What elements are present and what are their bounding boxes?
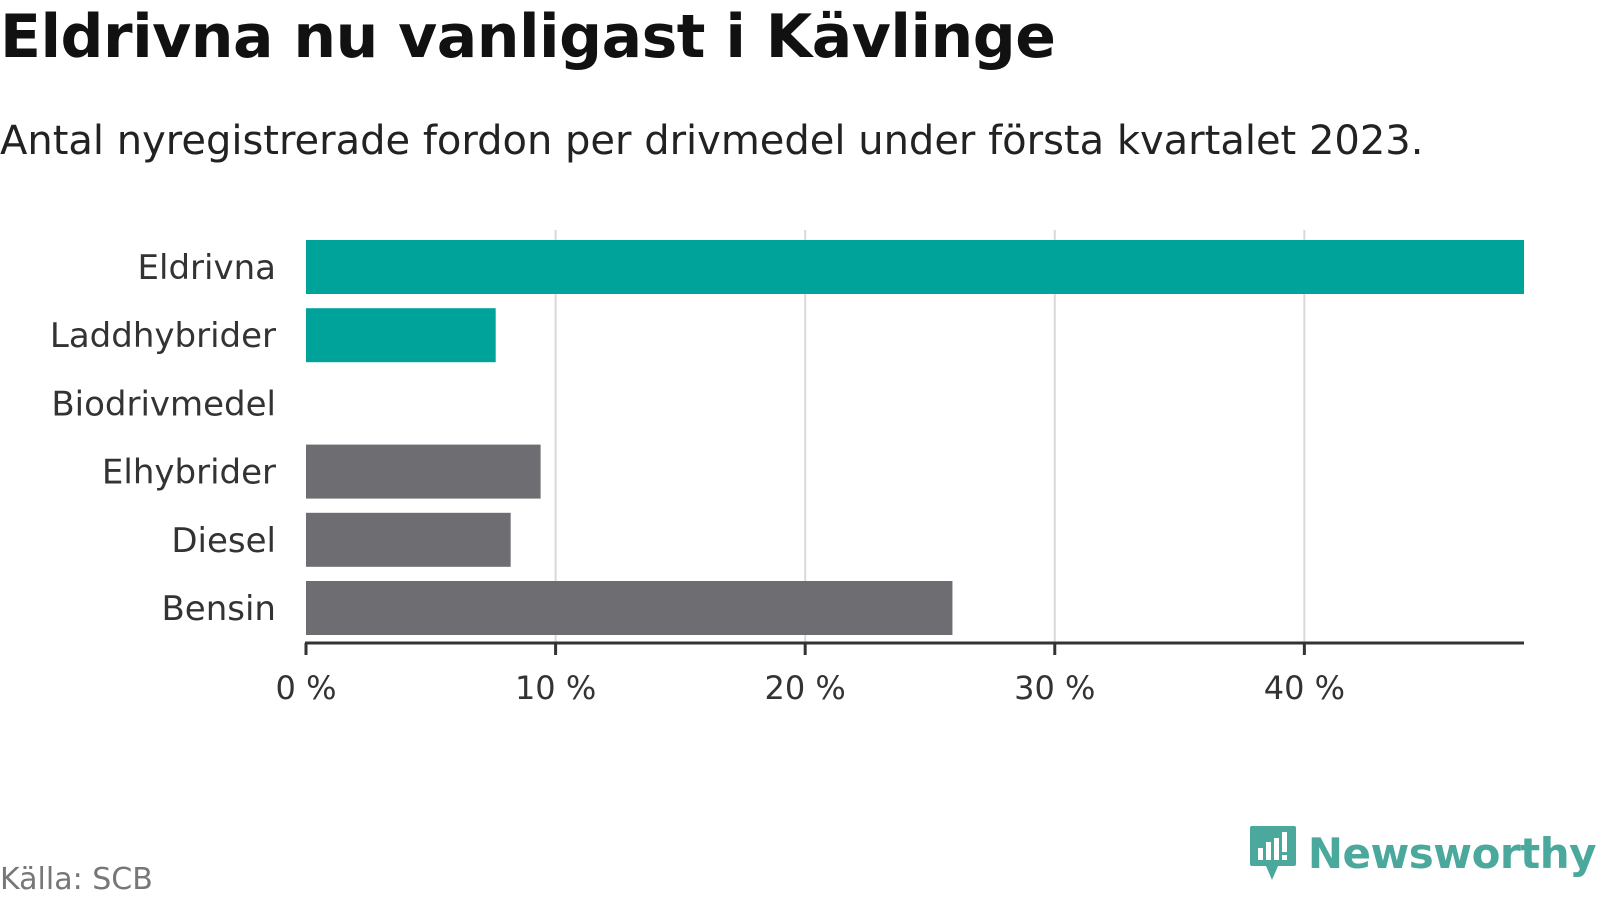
category-label-biodrivmedel: Biodrivmedel xyxy=(51,384,276,424)
bar-eldrivna xyxy=(306,240,1524,294)
x-axis: 0 % 10 % 20 % 30 % 40 % xyxy=(276,641,1524,707)
source-note: Källa: SCB xyxy=(0,862,153,897)
bar-elhybrider xyxy=(306,444,541,499)
category-label-bensin: Bensin xyxy=(161,589,276,629)
x-tick-label-2: 20 % xyxy=(765,669,846,707)
x-tick-label-1: 10 % xyxy=(515,669,596,707)
x-tick-label-0: 0 % xyxy=(276,669,337,707)
category-label-laddhybrider: Laddhybrider xyxy=(50,316,276,356)
category-label-elhybrider: Elhybrider xyxy=(102,453,276,493)
chart-subtitle: Antal nyregistrerade fordon per drivmede… xyxy=(0,118,1424,164)
brand-name: Newsworthy xyxy=(1307,828,1597,878)
bars xyxy=(306,240,1524,635)
gridlines xyxy=(554,230,1306,643)
category-label-eldrivna: Eldrivna xyxy=(138,248,276,288)
bar-chart: Eldrivna Laddhybrider Biodrivmedel Elhybrid… xyxy=(50,230,1524,707)
bar-bensin xyxy=(306,581,953,635)
bar-diesel xyxy=(306,512,511,567)
newsworthy-logo-icon xyxy=(1249,826,1296,880)
brand-logo: Newsworthy xyxy=(1248,824,1597,882)
x-tick-label-3: 30 % xyxy=(1014,669,1095,707)
category-labels: Eldrivna Laddhybrider Biodrivmedel Elhybrid… xyxy=(50,248,276,629)
x-tick-label-4: 40 % xyxy=(1264,669,1345,707)
category-label-diesel: Diesel xyxy=(171,521,276,561)
chart-title: Eldrivna nu vanligast i Kävlinge xyxy=(0,2,1056,72)
bar-laddhybrider xyxy=(306,308,496,363)
